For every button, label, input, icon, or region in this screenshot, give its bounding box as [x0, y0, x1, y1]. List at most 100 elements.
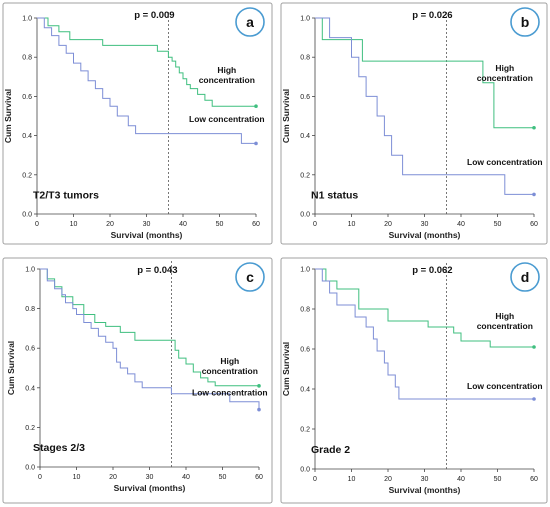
panel-b: 0 10 20 30 40 50 60 0.0 0.2 0.4 0.6 0.8 1.0 Survival … [280, 2, 548, 245]
y-tick-label: 0.6 [25, 346, 35, 353]
curve-end-marker [532, 397, 536, 401]
y-tick-label: 0.2 [25, 425, 35, 432]
panel-a: 0 10 20 30 40 50 60 0.0 0.2 0.4 0.6 0.8 1.0 Survival … [2, 2, 273, 245]
curve-end-marker [532, 125, 536, 130]
km-curve-low-concentration [315, 268, 534, 400]
y-axis-label: Cum Survival [3, 89, 13, 143]
x-tick-label: 10 [348, 221, 356, 228]
y-tick-label: 0.2 [300, 427, 310, 434]
km-curve-high-concentration [315, 268, 534, 348]
subgroup-label: Grade 2 [311, 444, 350, 456]
x-tick-label: 40 [457, 476, 465, 483]
x-tick-label: 40 [457, 221, 465, 228]
x-tick-label: 30 [146, 474, 154, 481]
panel-c: 0 10 20 30 40 50 60 0.0 0.2 0.4 0.6 0.8 1.0 Survival … [2, 257, 273, 504]
x-tick-label: 20 [106, 221, 114, 228]
panel-d: 0 10 20 30 40 50 60 0.0 0.2 0.4 0.6 0.8 1.0 Survival … [280, 257, 548, 504]
y-tick-label: 0.2 [22, 172, 32, 179]
x-axis-label: Survival (months) [389, 230, 461, 240]
series-label-high: concentration [199, 75, 255, 85]
series-label-low: Low concentration [189, 114, 265, 124]
y-tick-label: 0.0 [300, 212, 310, 219]
y-tick-label: 0.6 [300, 347, 310, 354]
y-tick-label: 0.8 [300, 307, 310, 314]
p-value-label: p = 0.009 [134, 10, 174, 21]
panel-letter: c [246, 269, 254, 285]
p-value-label: p = 0.062 [412, 265, 452, 276]
x-tick-label: 20 [384, 476, 392, 483]
km-curve-high-concentration [315, 17, 534, 129]
panel-letter: a [246, 14, 254, 30]
y-tick-label: 0.4 [300, 133, 310, 140]
x-tick-label: 20 [384, 221, 392, 228]
y-tick-label: 0.4 [22, 133, 32, 140]
p-value-label: p = 0.043 [137, 265, 177, 276]
curve-end-marker [254, 141, 258, 146]
curve-end-marker [254, 104, 258, 108]
y-axis-label: Cum Survival [281, 342, 291, 396]
y-tick-label: 0.8 [22, 55, 32, 62]
series-label-low: Low concentration [467, 157, 543, 167]
km-curve-low-concentration [40, 268, 260, 410]
panel-letter-badge [510, 262, 540, 292]
y-tick-label: 0.6 [22, 94, 32, 101]
panel-frame [280, 257, 548, 504]
panel-frame [2, 257, 273, 504]
x-tick-label: 50 [494, 221, 502, 228]
x-axis-label: Survival (months) [389, 485, 461, 495]
y-tick-label: 0.0 [22, 212, 32, 219]
y-tick-label: 0.0 [300, 467, 310, 474]
y-tick-label: 1.0 [300, 16, 310, 23]
series-label-high: High [217, 65, 236, 75]
panel-frame [2, 2, 273, 245]
panel-letter: d [521, 269, 530, 285]
series-label-high: concentration [477, 321, 533, 331]
km-curve-low-concentration [315, 17, 534, 195]
x-tick-label: 0 [313, 476, 317, 483]
y-tick-label: 0.4 [300, 387, 310, 394]
x-axis-label: Survival (months) [114, 483, 186, 493]
x-tick-label: 30 [421, 476, 429, 483]
x-tick-label: 10 [348, 476, 356, 483]
x-tick-label: 0 [313, 221, 317, 228]
y-axis-label: Cum Survival [6, 341, 16, 395]
x-tick-label: 50 [216, 221, 224, 228]
series-label-high: concentration [202, 366, 258, 376]
x-tick-label: 30 [143, 221, 151, 228]
curve-end-marker [532, 345, 536, 349]
y-tick-label: 1.0 [300, 267, 310, 274]
series-label-high: High [495, 311, 514, 321]
series-label-high: concentration [477, 73, 533, 83]
x-tick-label: 0 [35, 221, 39, 228]
km-curve-low-concentration [37, 17, 256, 144]
panel-letter: b [521, 14, 530, 30]
x-tick-label: 60 [252, 221, 260, 228]
panel-letter-badge [235, 7, 265, 37]
x-tick-label: 40 [182, 474, 190, 481]
y-tick-label: 0.4 [25, 385, 35, 392]
y-tick-label: 0.8 [300, 55, 310, 62]
x-tick-label: 40 [179, 221, 187, 228]
x-tick-label: 10 [73, 474, 81, 481]
x-tick-label: 60 [255, 474, 263, 481]
subgroup-label: N1 status [311, 189, 358, 201]
panel-frame [280, 2, 548, 245]
km-curve-high-concentration [37, 17, 256, 107]
x-tick-label: 0 [38, 474, 42, 481]
y-tick-label: 1.0 [25, 267, 35, 274]
curve-end-marker [532, 192, 536, 197]
series-label-high: High [495, 63, 514, 73]
y-tick-label: 0.8 [25, 306, 35, 313]
x-tick-label: 20 [109, 474, 117, 481]
y-tick-label: 1.0 [22, 16, 32, 23]
x-tick-label: 30 [421, 221, 429, 228]
x-axis-label: Survival (months) [111, 230, 183, 240]
curve-end-marker [257, 407, 261, 412]
x-tick-label: 60 [530, 476, 538, 483]
x-tick-label: 10 [70, 221, 78, 228]
y-tick-label: 0.2 [300, 172, 310, 179]
y-tick-label: 0.0 [25, 465, 35, 472]
x-tick-label: 50 [219, 474, 227, 481]
